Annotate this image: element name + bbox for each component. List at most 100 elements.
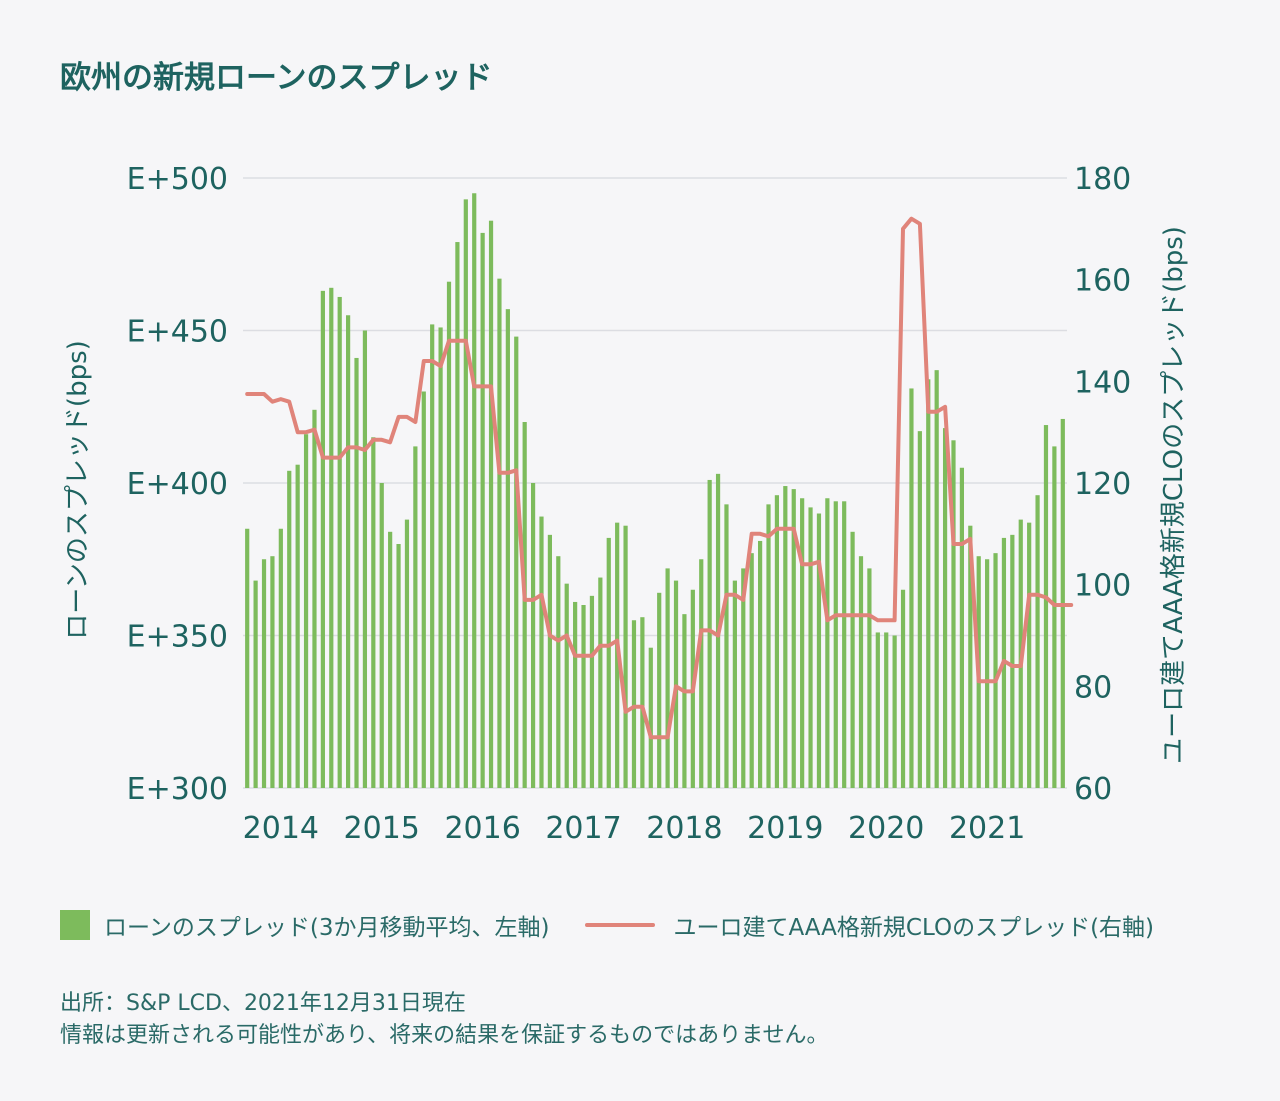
bar [295, 464, 300, 788]
bar [320, 290, 325, 788]
chart-canvas: E+300 E+350 E+400 E+450 E+500 60 80 100 120 140 1… [63, 162, 1189, 846]
bar [833, 501, 838, 788]
disclaimer-line: 情報は更新される可能性があり、将来の結果を保証するものではありません。 [60, 1023, 829, 1048]
bar [497, 278, 502, 788]
bar [530, 483, 536, 788]
left-tick-label: E+300 [127, 772, 228, 807]
bar [404, 519, 410, 788]
bar [623, 525, 628, 788]
bar [303, 434, 309, 788]
bar [732, 580, 737, 788]
bar [253, 580, 258, 788]
right-tick-label: 180 [1074, 162, 1131, 197]
bar [337, 296, 342, 788]
bar [985, 559, 990, 788]
bar [438, 327, 443, 788]
bar [261, 559, 267, 788]
bar [909, 388, 914, 788]
bar [245, 528, 250, 788]
bar [749, 553, 754, 788]
bar [808, 507, 813, 788]
bar [724, 504, 729, 788]
legend: ローンのスプレッド(3か月移動平均、左軸) ユーロ建てAAA格新規CLOのスプレ… [60, 908, 1154, 942]
bar [598, 577, 603, 788]
left-tick-label: E+450 [127, 315, 228, 350]
source-line: 出所：S&P LCD、2021年12月31日現在 [60, 991, 466, 1016]
left-tick-label: E+350 [127, 620, 228, 655]
line-series [245, 216, 1074, 740]
bar [522, 422, 527, 788]
bar [505, 309, 510, 788]
bar [900, 589, 906, 788]
bar [657, 592, 662, 788]
bar [362, 330, 368, 788]
bar [388, 531, 393, 788]
x-tick-label: 2021 [949, 811, 1025, 846]
bar [968, 525, 973, 788]
x-axis-ticks: 2014 2015 2016 2017 2018 2019 2020 2021 [243, 811, 1026, 846]
bar-series [245, 193, 1065, 789]
bar [1035, 495, 1040, 788]
right-tick-label: 140 [1074, 365, 1131, 400]
bar [556, 556, 561, 788]
bar [942, 428, 948, 788]
bar [287, 470, 292, 788]
bar [842, 501, 847, 788]
x-tick-label: 2019 [747, 811, 823, 846]
bar [741, 568, 746, 788]
bar [446, 281, 452, 788]
bar [631, 620, 637, 788]
bar [1010, 534, 1015, 788]
bar [959, 467, 964, 788]
bar [951, 440, 956, 788]
x-tick-label: 2016 [444, 811, 520, 846]
bar [758, 540, 763, 788]
bar [472, 193, 477, 788]
bar [1052, 446, 1057, 788]
bar [892, 635, 897, 788]
bar [766, 504, 771, 788]
bar [783, 486, 788, 788]
bar [858, 556, 864, 788]
bar [917, 431, 922, 788]
right-tick-label: 80 [1074, 670, 1112, 705]
bar [673, 580, 679, 788]
bar [379, 483, 384, 788]
bar [934, 370, 939, 788]
bar [926, 379, 931, 788]
bar [800, 498, 805, 788]
bar [682, 614, 687, 788]
bar [867, 568, 872, 788]
bar [791, 489, 796, 788]
bar [346, 315, 351, 788]
bar [1043, 425, 1049, 788]
bar [329, 287, 334, 788]
bar [993, 553, 998, 788]
left-axis-label: ローンのスプレッド(bps) [63, 340, 93, 640]
bar [665, 568, 670, 788]
x-tick-label: 2020 [848, 811, 924, 846]
bar [606, 537, 611, 788]
x-tick-label: 2014 [243, 811, 319, 846]
bar [463, 199, 468, 789]
bar [413, 446, 418, 788]
bar [564, 583, 569, 788]
right-tick-label: 160 [1074, 264, 1131, 299]
bar [312, 409, 317, 788]
legend-bar-label: ローンのスプレッド(3か月移動平均、左軸) [104, 915, 550, 941]
left-axis-ticks: E+300 E+350 E+400 E+450 E+500 [127, 162, 228, 807]
right-tick-label: 120 [1074, 467, 1131, 502]
legend-line-swatch [585, 923, 656, 927]
right-axis-label: ユーロ建てAAA格新規CLOのスプレッド(bps) [1159, 226, 1189, 764]
bar [850, 531, 855, 788]
bar [774, 495, 780, 788]
legend-line-label: ユーロ建てAAA格新規CLOのスプレッド(右軸) [673, 915, 1155, 941]
right-axis-ticks: 60 80 100 120 140 160 180 [1074, 162, 1131, 807]
bar [816, 513, 822, 788]
legend-bar-swatch [60, 910, 90, 940]
right-tick-label: 100 [1074, 569, 1131, 604]
bar [573, 601, 578, 788]
bar [589, 595, 595, 788]
bar [396, 544, 401, 788]
chart-title: 欧州の新規ローンのスプレッド [60, 60, 493, 96]
